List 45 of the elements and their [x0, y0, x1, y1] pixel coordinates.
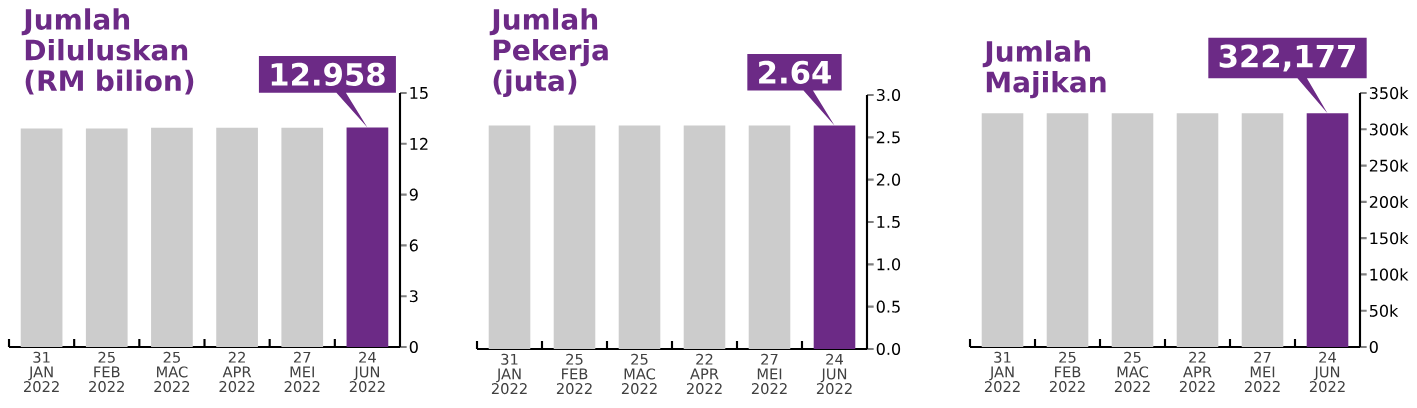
x-tick-label: 31 JAN 2022: [984, 351, 1020, 393]
x-tick-label: 22 APR 2022: [1179, 351, 1215, 393]
y-tick-label: 0: [1369, 340, 1378, 354]
data-label: 12.958: [271, 62, 385, 86]
chart-title: Jumlah Diluluskan (RM bilion): [21, 8, 194, 95]
y-tick-label: 300k: [1369, 123, 1409, 136]
x-tick-label: 24 JUN 2022: [349, 351, 385, 393]
x-tick-label: 22 APR 2022: [219, 351, 255, 393]
y-tick-label: 2.5: [876, 131, 900, 144]
y-tick-label: 350k: [1369, 86, 1409, 100]
y-tick-label: 2.0: [876, 173, 901, 186]
y-tick-label: 0.0: [876, 342, 901, 356]
x-tick-label: 25 MAC 2022: [1114, 351, 1150, 393]
y-tick-label: 1.0: [877, 258, 901, 271]
x-tick-label: 27 MEI 2022: [1244, 351, 1280, 393]
data-label: 322,177: [1219, 44, 1355, 72]
chart-title: Jumlah Pekerja (juta): [489, 8, 608, 97]
data-label: 2.64: [759, 60, 831, 84]
x-tick-label: 24 JUN 2022: [1309, 351, 1345, 393]
x-tick-label: 27 MEI 2022: [284, 351, 320, 393]
x-tick-label: 25 MAC 2022: [154, 351, 190, 393]
y-tick-label: 100k: [1370, 268, 1409, 281]
x-tick-label: 25 FEB 2022: [89, 351, 124, 393]
y-tick-label: 1.5: [877, 216, 900, 228]
chart-title: Jumlah Majikan: [982, 40, 1106, 99]
y-tick-label: 150k: [1370, 231, 1409, 245]
y-tick-label: 6: [409, 239, 418, 252]
y-tick-label: 50k: [1369, 304, 1399, 317]
y-tick-label: 3: [409, 290, 418, 303]
x-tick-label: 22 APR 2022: [686, 353, 722, 395]
y-tick-label: 0.5: [876, 300, 900, 313]
y-tick-label: 250k: [1369, 159, 1409, 172]
x-tick-label: 31 JAN 2022: [23, 351, 59, 393]
y-tick-label: 12: [410, 137, 428, 150]
x-tick-label: 27 MEI 2022: [751, 353, 787, 395]
x-tick-label: 31 JAN 2022: [491, 353, 527, 395]
x-tick-label: 25 FEB 2022: [1049, 351, 1085, 393]
y-tick-label: 3.0: [876, 88, 901, 102]
y-tick-label: 15: [410, 87, 428, 99]
x-tick-label: 24 JUN 2022: [816, 353, 852, 395]
y-tick-label: 0: [409, 340, 418, 354]
x-tick-label: 25 FEB 2022: [556, 353, 592, 395]
x-tick-label: 25 MAC 2022: [621, 353, 657, 395]
y-tick-label: 9: [409, 188, 418, 201]
y-tick-label: 200k: [1369, 195, 1409, 209]
